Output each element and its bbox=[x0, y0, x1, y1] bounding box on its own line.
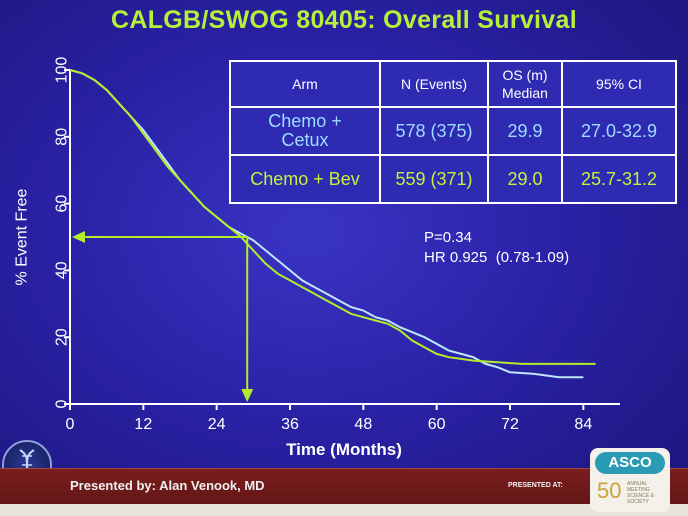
x-tick-label: 60 bbox=[428, 416, 446, 433]
x-tick-label: 48 bbox=[354, 416, 372, 433]
x-axis-title: Time (Months) bbox=[286, 440, 402, 459]
summary-table: Arm N (Events) OS (m) Median 95% CI Chem… bbox=[229, 60, 677, 204]
slide-title: CALGB/SWOG 80405: Overall Survival bbox=[111, 6, 577, 34]
x-tick-label: 12 bbox=[134, 416, 152, 433]
x-tick-label: 84 bbox=[574, 416, 592, 433]
series-line-chemo-cetux bbox=[69, 69, 584, 379]
header-os-median: OS (m) Median bbox=[487, 60, 563, 108]
arrowhead-left-icon bbox=[72, 231, 85, 243]
median-arrows bbox=[72, 231, 254, 402]
cell-ci: 27.0-32.9 bbox=[561, 106, 677, 156]
hazard-ratio-label: HR 0.925 (0.78-1.09) bbox=[424, 249, 570, 266]
y-tick-label: 80 bbox=[54, 128, 71, 146]
presented-at-label: PRESENTED AT: bbox=[508, 482, 563, 489]
x-tick-label: 24 bbox=[208, 416, 226, 433]
asco-caption: ANNUAL MEETING SCIENCE & SOCIETY bbox=[627, 481, 654, 505]
y-tick-label: 60 bbox=[54, 195, 71, 213]
asco-logo: ASCO 50 ANNUAL MEETING SCIENCE & SOCIETY bbox=[590, 448, 670, 512]
cell-n-events: 559 (371) bbox=[379, 154, 489, 204]
axes: 0 20 40 60 80 100 0 12 24 36 48 60 72 84 Time (Months)… bbox=[14, 57, 620, 459]
cell-n-events: 578 (375) bbox=[379, 106, 489, 156]
header-ci: 95% CI bbox=[561, 60, 677, 108]
presenter-credit: Presented by: Alan Venook, MD bbox=[70, 478, 265, 493]
y-tick-label: 100 bbox=[54, 57, 71, 84]
p-value-label: P=0.34 bbox=[424, 229, 472, 246]
table-row: Chemo + Cetux 578 (375) 29.9 27.0-32.9 bbox=[229, 106, 677, 156]
cell-median: 29.9 bbox=[487, 106, 563, 156]
header-n-events: N (Events) bbox=[379, 60, 489, 108]
series-line-chemo-bev bbox=[69, 69, 596, 365]
header-arm: Arm bbox=[229, 60, 381, 108]
cell-median: 29.0 bbox=[487, 154, 563, 204]
cell-arm: Chemo + Bev bbox=[229, 154, 381, 204]
asco-badge: ASCO bbox=[595, 452, 665, 474]
table-row: Chemo + Bev 559 (371) 29.0 25.7-31.2 bbox=[229, 154, 677, 204]
y-tick-label: 40 bbox=[54, 261, 71, 279]
cell-arm: Chemo + Cetux bbox=[229, 106, 381, 156]
y-tick-label: 0 bbox=[54, 399, 71, 408]
footer-bar: Presented by: Alan Venook, MD PRESENTED … bbox=[0, 468, 688, 505]
table-header-row: Arm N (Events) OS (m) Median 95% CI bbox=[229, 60, 677, 108]
x-tick-label: 36 bbox=[281, 416, 299, 433]
cell-ci: 25.7-31.2 bbox=[561, 154, 677, 204]
y-axis-title: % Event Free bbox=[14, 188, 31, 285]
arrowhead-down-icon bbox=[241, 389, 254, 402]
x-tick-label: 0 bbox=[66, 416, 75, 433]
asco-anniversary-number: 50 bbox=[597, 478, 622, 503]
x-tick-label: 72 bbox=[501, 416, 519, 433]
y-tick-label: 20 bbox=[54, 328, 71, 346]
bottom-strip bbox=[0, 504, 688, 516]
series-lines bbox=[69, 69, 596, 379]
